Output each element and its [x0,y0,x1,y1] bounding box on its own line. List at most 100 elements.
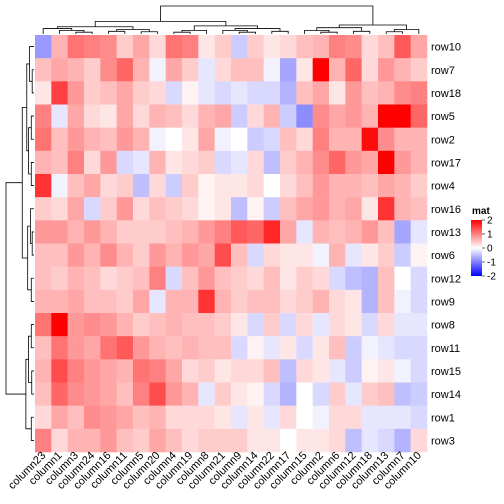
heatmap-cell [214,174,232,198]
heatmap-cell [280,359,297,383]
heatmap-cell [51,243,68,267]
heatmap-cell [345,405,362,430]
heatmap-cell [410,150,428,175]
heatmap-cell [198,266,215,291]
heatmap-cell [165,359,183,383]
heatmap-cell [51,289,68,314]
dendrogram-branch [75,31,93,34]
row-label: row7 [431,65,455,77]
dendrogram-branch [320,31,338,34]
dendrogram-branch [338,24,407,30]
heatmap-cell [182,336,199,360]
heatmap-cell [296,81,313,105]
heatmap-cell [263,243,281,267]
heatmap-cell [165,104,183,128]
heatmap-cell [345,58,362,82]
heatmap-cell [231,127,248,152]
heatmap-cell [361,336,379,360]
heatmap-cell [329,243,346,267]
heatmap-cell [182,428,199,453]
heatmap-cell [198,197,215,221]
heatmap-cell [149,405,166,430]
heatmap-cell [231,313,248,337]
heatmap-cell [394,405,411,430]
heatmap-cell [378,104,395,128]
heatmap-cell [410,382,428,406]
heatmap-cell [116,127,134,152]
heatmap-cell [149,81,166,105]
heatmap-cell [263,197,281,221]
heatmap-cell [149,104,166,128]
heatmap-cell [149,127,166,152]
heatmap-cell [263,58,281,82]
heatmap-cell [296,174,313,198]
heatmap-cell [378,58,395,82]
dendrogram-branch [193,25,258,31]
heatmap-cell [280,289,297,314]
heatmap-cell [51,81,68,105]
dendrogram-branch [30,324,34,349]
heatmap-cell [35,336,52,360]
heatmap-cell [165,266,183,291]
heatmap-cell [361,266,379,291]
heatmap-cell [247,150,264,175]
heatmap-cell [280,35,297,59]
legend-title: mat [472,206,490,217]
heatmap-cell [67,405,85,430]
heatmap-cell [329,174,346,198]
heatmap-cell [165,382,183,406]
heatmap-cell [247,197,264,221]
heatmap-cell [35,104,52,128]
heatmap-cell [214,197,232,221]
heatmap-cell [280,220,297,244]
legend-ticks: 2 1 0 -1 -2 [482,216,496,283]
heatmap-cell [410,336,428,360]
heatmap-cell [312,35,330,59]
heatmap-cell [165,336,183,360]
heatmap-cell [410,35,428,59]
heatmap-cell [35,359,52,383]
heatmap-cell [312,81,330,105]
heatmap-cell [165,428,183,453]
heatmap-cell [133,382,150,406]
heatmap-cell [263,35,281,59]
heatmap-cell [378,336,395,360]
heatmap-cell [247,127,264,152]
row-label: row15 [431,366,461,378]
legend-tick-label: 1 [487,230,493,241]
heatmap-cell [280,174,297,198]
row-label: row18 [431,88,461,100]
heatmap-cell [345,313,362,337]
row-label: row10 [431,42,461,54]
heatmap-cell [133,289,150,314]
heatmap-cell [182,81,199,105]
heatmap-cell [214,81,232,105]
heatmap-cell [345,428,362,453]
heatmap-cell [247,289,264,314]
row-dendrogram [5,46,34,441]
heatmap-cell [231,220,248,244]
heatmap-cell [51,405,68,430]
heatmap-cell [35,382,52,406]
heatmap-cell [263,289,281,314]
heatmap-cell [198,289,215,314]
legend-tick-label: -2 [487,272,496,283]
heatmap-cell [214,289,232,314]
heatmap-cell [231,428,248,453]
heatmap-cell [263,428,281,453]
heatmap-cell [100,58,117,82]
heatmap-cell [67,266,85,291]
heatmap-cell [231,58,248,82]
column-labels: column23column1column3column24column16co… [6,450,424,492]
heatmap-cell [133,428,150,453]
heatmap-cell [198,336,215,360]
heatmap-cell [231,104,248,128]
heatmap-cell [296,35,313,59]
heatmap-cell [84,58,101,82]
heatmap-cell [296,58,313,82]
heatmap-cell [263,336,281,360]
heatmap-cell [149,150,166,175]
heatmap-cell [198,243,215,267]
heatmap-cell [394,428,411,453]
